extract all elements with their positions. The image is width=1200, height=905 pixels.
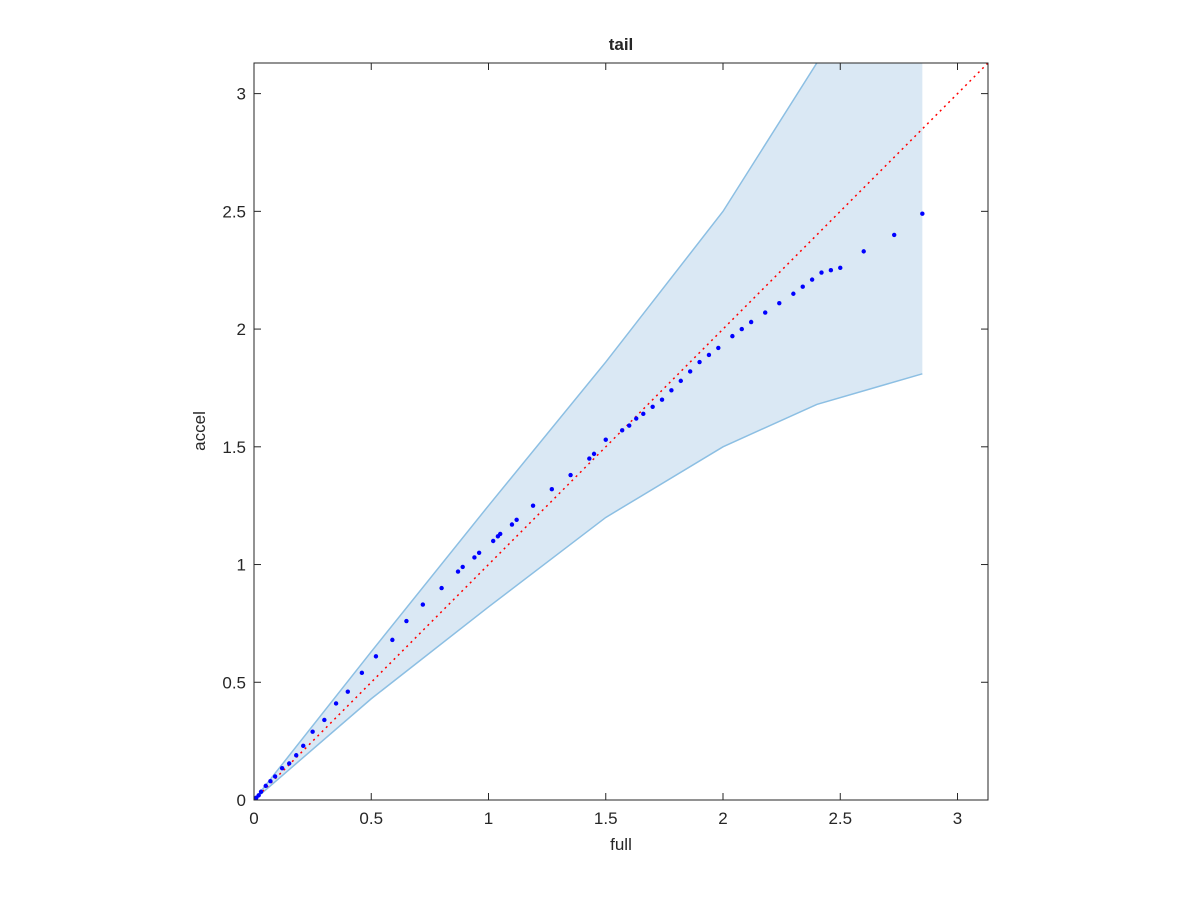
y-tick-label: 2.5 <box>222 202 246 221</box>
data-point <box>791 291 796 296</box>
data-point <box>587 456 592 461</box>
data-point <box>669 388 674 393</box>
band-upper-edge <box>254 63 818 800</box>
data-point <box>310 729 315 734</box>
data-point <box>828 268 834 273</box>
x-tick-label: 3 <box>953 809 962 828</box>
plot-area <box>254 63 988 800</box>
data-point <box>498 531 503 537</box>
data-point <box>706 352 712 358</box>
data-point <box>256 793 261 798</box>
data-point <box>920 211 925 216</box>
data-point <box>549 486 555 492</box>
y-tick-label: 2 <box>237 320 246 339</box>
data-point <box>272 774 278 779</box>
data-point <box>373 654 379 659</box>
data-point <box>460 564 465 570</box>
y-axis-label: accel <box>190 411 209 451</box>
data-point <box>345 689 351 694</box>
data-point <box>455 569 461 574</box>
data-point <box>627 423 632 428</box>
data-point <box>509 522 515 527</box>
data-point <box>603 437 608 442</box>
data-point <box>619 428 625 433</box>
axes-box <box>253 62 989 801</box>
data-point <box>678 378 683 384</box>
data-point <box>476 550 482 555</box>
y-tick-label: 3 <box>237 85 246 104</box>
data-point <box>258 789 264 794</box>
data-point <box>268 778 273 784</box>
data-point <box>591 451 597 457</box>
x-axis-label: full <box>610 835 632 854</box>
data-point <box>530 503 536 508</box>
y-tick-label: 0.5 <box>222 673 246 692</box>
data-point <box>333 701 339 706</box>
data-point <box>568 472 573 478</box>
confidence-band <box>254 63 923 800</box>
x-tick-label: 1 <box>484 809 493 828</box>
y-tick-label: 0 <box>237 791 246 810</box>
axes: 0 0.5 1 1.5 2 2.5 3 0 0.5 1 1.5 2 2.5 3 <box>222 62 989 828</box>
data-point <box>861 249 866 254</box>
data-point <box>809 277 815 282</box>
x-tick-label: 0 <box>249 809 258 828</box>
data-point <box>263 783 268 789</box>
data-point <box>641 411 646 417</box>
data-point <box>777 300 782 306</box>
band-lower-edge <box>254 373 923 800</box>
data-point <box>404 618 409 624</box>
data-point <box>286 761 292 766</box>
x-tick-label: 0.5 <box>359 809 383 828</box>
data-point <box>359 670 365 676</box>
data-point <box>687 369 693 374</box>
x-tick-label: 1.5 <box>594 809 618 828</box>
data-point <box>748 319 754 325</box>
data-point <box>819 270 824 275</box>
data-point <box>697 359 702 365</box>
y-tick-label: 1 <box>237 556 246 575</box>
data-point <box>301 743 306 749</box>
data-point <box>650 404 655 409</box>
x-tick-label: 2 <box>718 809 727 828</box>
x-tick-label: 2.5 <box>828 809 852 828</box>
data-point <box>439 585 444 591</box>
data-point <box>279 766 285 771</box>
data-point <box>716 345 721 351</box>
data-point <box>294 753 299 758</box>
data-point <box>838 265 843 271</box>
data-point <box>634 416 639 421</box>
y-tick-label: 1.5 <box>222 438 246 457</box>
data-point <box>322 717 327 723</box>
data-point <box>739 326 744 332</box>
data-point <box>514 517 519 522</box>
data-point <box>490 538 496 544</box>
data-point <box>763 310 768 315</box>
data-point <box>730 333 735 339</box>
data-point <box>472 555 477 560</box>
data-point <box>891 232 897 238</box>
data-point <box>390 637 395 643</box>
data-point <box>659 397 665 402</box>
data-point <box>420 602 426 607</box>
chart-title: tail <box>609 35 634 54</box>
data-point <box>800 284 805 289</box>
